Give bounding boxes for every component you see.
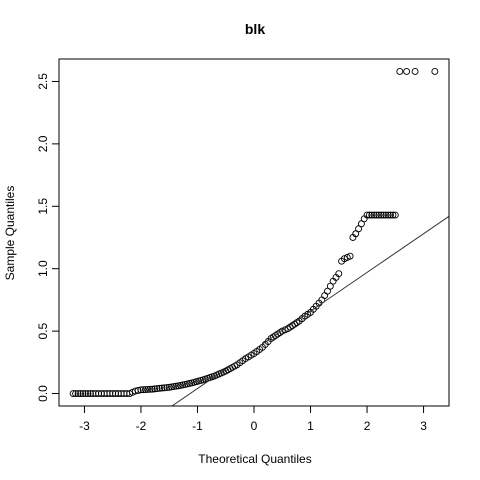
data-point [153,385,161,393]
x-axis: -3 -2 -1 0 1 2 3 [79,406,427,433]
x-tick-label: 3 [420,419,427,433]
y-tick-label: 2.0 [36,135,50,152]
data-point [146,385,154,393]
data-point [158,384,166,392]
y-tick-label: 1.5 [36,198,50,215]
data-point [403,68,411,75]
data-point [363,211,371,219]
x-tick-label: 2 [364,419,371,433]
data-point [384,211,392,219]
data-point [172,382,180,390]
data-point [370,211,378,219]
y-tick-label: 1.0 [36,260,50,277]
data-point [346,252,354,260]
data-point [335,270,343,278]
y-axis: 0.0 0.5 1.0 1.5 2.0 2.5 [36,73,59,402]
data-point [156,384,163,392]
x-tick-label: 1 [307,419,314,433]
data-point [357,220,365,228]
data-point [139,386,147,394]
data-point [160,384,168,392]
data-point [324,287,331,295]
data-point [163,384,171,391]
data-point [355,225,363,233]
data-point [151,385,159,393]
data-point [352,230,360,238]
data-point [74,390,82,397]
data-point [82,390,89,397]
data-point [326,282,334,290]
data-point [396,68,404,75]
chart-title: blk [245,21,265,37]
data-point [365,211,373,219]
data-point [79,390,87,397]
data-point [373,211,380,219]
x-tick-label: -1 [192,419,203,433]
data-point [377,211,385,219]
data-point [165,383,173,391]
y-tick-label: 2.5 [36,73,50,90]
y-axis-label: Sample Quantiles [3,186,17,281]
data-point [387,211,395,219]
x-axis-label: Theoretical Quantiles [198,452,311,466]
data-point [69,390,77,397]
data-point [77,390,85,397]
data-point [380,211,387,219]
data-point [142,386,149,393]
data-point [375,211,383,219]
data-point [411,68,419,75]
y-tick-label: 0.0 [36,385,50,402]
data-point [431,68,439,75]
data-point [72,390,80,397]
reference-line [171,215,450,407]
data-point [137,386,145,394]
data-point [144,385,152,393]
data-point [148,385,156,393]
data-point [168,383,175,391]
data-point [389,211,397,219]
y-tick-label: 0.5 [36,322,50,339]
data-point [174,382,182,390]
x-tick-label: -2 [136,419,147,433]
data-point [382,211,390,219]
x-tick-label: 0 [251,419,258,433]
data-point [134,386,142,394]
data-point [84,390,92,397]
data-point [391,211,399,219]
data-point [86,390,94,397]
data-point [170,383,178,390]
x-tick-label: -3 [79,419,90,433]
data-point [368,211,376,219]
